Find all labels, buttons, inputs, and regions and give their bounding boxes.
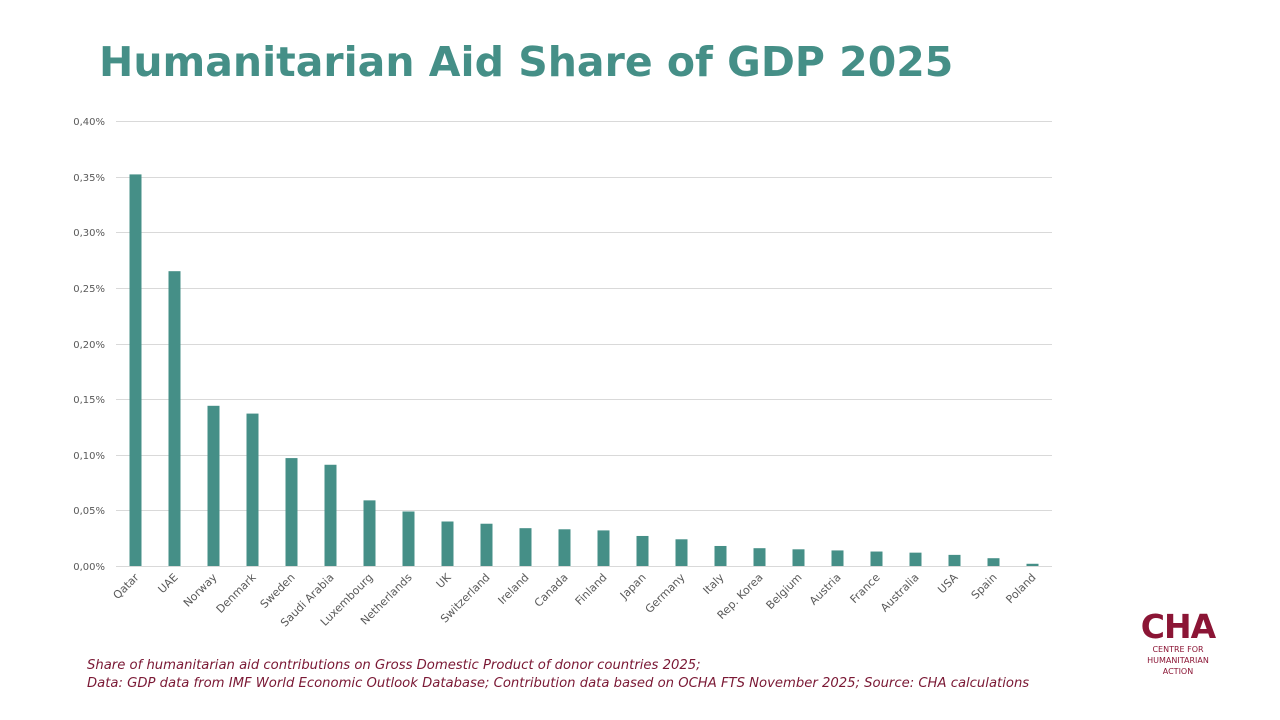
x-tick-label: Canada — [532, 571, 571, 610]
x-tick-label: Belgium — [764, 571, 805, 612]
y-tick-label: 0,15% — [73, 395, 105, 406]
x-tick-label: Qatar — [111, 571, 142, 602]
bar-uk — [441, 521, 454, 566]
x-tick-label: UAE — [155, 571, 180, 596]
bar-japan — [636, 535, 649, 566]
footnote: Share of humanitarian aid contributions … — [87, 657, 1029, 693]
bar-qatar — [129, 174, 142, 566]
logo-text-line-2: HUMANITARIAN — [1147, 656, 1209, 665]
x-tick-label: Japan — [617, 571, 649, 603]
x-tick-label: Sweden — [258, 571, 298, 611]
chart-title: Humanitarian Aid Share of GDP 2025 — [99, 38, 954, 86]
bar-saudi-arabia — [324, 464, 337, 566]
x-tick-label: Denmark — [214, 570, 259, 615]
x-tick-label: Poland — [1003, 571, 1038, 606]
bar-norway — [207, 405, 220, 566]
bar-france — [870, 551, 883, 566]
y-tick-label: 0,20% — [73, 340, 105, 351]
logo-text-line-3: ACTION — [1162, 667, 1194, 676]
logo-mark: CHA — [1140, 607, 1216, 646]
x-tick-label: Norway — [181, 571, 220, 610]
gridlines — [116, 121, 1052, 567]
footnote-line-1: Share of humanitarian aid contributions … — [87, 658, 701, 673]
bar-netherlands — [402, 511, 415, 566]
bar-australia — [909, 552, 922, 566]
cha-logo: CHA CENTRE FOR HUMANITARIAN ACTION — [1128, 610, 1228, 677]
x-tick-label: USA — [935, 571, 961, 597]
bar-uae — [168, 271, 181, 566]
x-tick-label: Austria — [807, 571, 844, 608]
bar-rep-korea — [753, 548, 766, 566]
x-tick-label: Spain — [969, 571, 1000, 602]
bar-ireland — [519, 528, 532, 566]
x-tick-label: UK — [434, 570, 455, 591]
bar-poland — [1026, 563, 1039, 566]
bar-usa — [948, 554, 961, 566]
y-tick-label: 0,00% — [73, 562, 105, 573]
x-tick-label: Finland — [573, 571, 610, 608]
bar-belgium — [792, 549, 805, 566]
bar-switzerland — [480, 523, 493, 566]
bar-germany — [675, 539, 688, 566]
y-tick-label: 0,30% — [73, 228, 105, 239]
y-tick-label: 0,10% — [73, 451, 105, 462]
y-tick-label: 0,25% — [73, 284, 105, 295]
bars — [129, 174, 1039, 566]
x-tick-label: Germany — [643, 571, 688, 616]
x-tick-label: Ireland — [496, 571, 532, 607]
bar-austria — [831, 550, 844, 566]
footnote-line-2: Data: GDP data from IMF World Economic O… — [87, 676, 1030, 691]
bar-luxembourg — [363, 500, 376, 566]
x-tick-label: Australia — [878, 571, 922, 615]
y-axis-ticks: 0,00% 0,05% 0,10% 0,15% 0,20% 0,25% 0,30% 0,35%… — [73, 117, 105, 573]
bar-sweden — [285, 458, 298, 566]
bar-canada — [558, 529, 571, 566]
x-tick-label: Italy — [701, 571, 727, 597]
bar-italy — [714, 545, 727, 566]
logo-text-line-1: CENTRE FOR — [1152, 645, 1204, 654]
bar-denmark — [246, 413, 259, 566]
bar-finland — [597, 530, 610, 566]
y-tick-label: 0,05% — [73, 506, 105, 517]
x-tick-label: France — [848, 571, 883, 606]
y-tick-label: 0,40% — [73, 117, 105, 128]
bar-spain — [987, 558, 1000, 566]
y-tick-label: 0,35% — [73, 173, 105, 184]
